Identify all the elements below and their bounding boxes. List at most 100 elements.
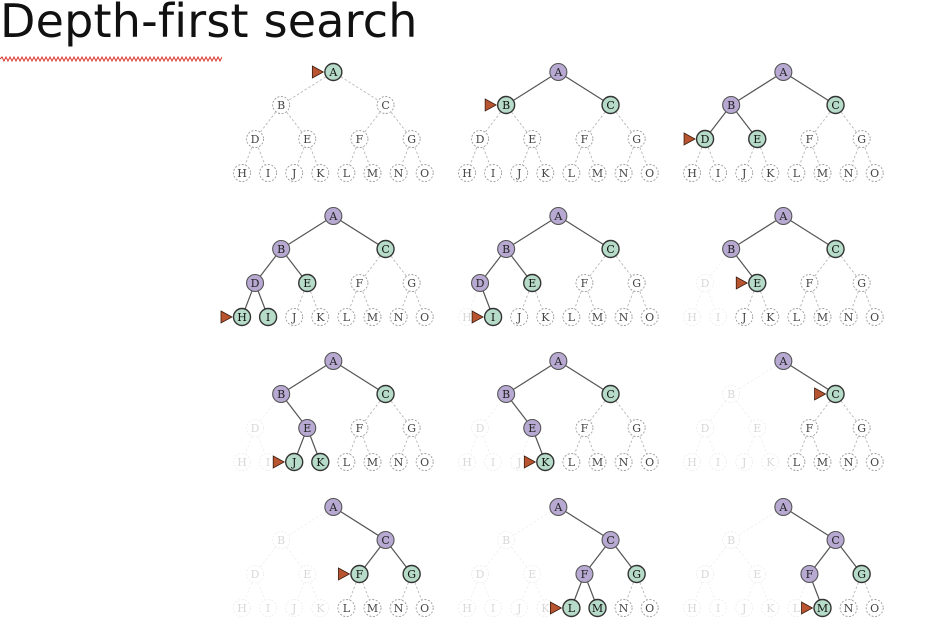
tree-node-label: N xyxy=(394,602,404,615)
tree-node xyxy=(627,419,646,437)
tree-node xyxy=(272,384,291,404)
tree-node-label: N xyxy=(844,456,854,469)
tree-node xyxy=(735,164,754,182)
tree-node xyxy=(458,453,476,471)
tree-node-label: O xyxy=(870,602,879,615)
tree-node-label: F xyxy=(806,277,814,290)
tree-node-label: C xyxy=(606,388,614,401)
tree-node-label: E xyxy=(528,568,536,581)
tree-node-label: J xyxy=(741,311,746,324)
dfs-step-5: A B C D E F G H I J K L M N O xyxy=(458,206,659,327)
tree-node xyxy=(523,565,542,583)
tree-node-label: M xyxy=(367,167,378,180)
tree-node xyxy=(575,564,594,584)
tree-node xyxy=(562,164,581,182)
tree-node xyxy=(761,453,780,471)
tree-node xyxy=(549,206,568,226)
tree-node xyxy=(852,274,871,292)
tree-edge xyxy=(505,360,559,395)
tree-node-label: I xyxy=(491,311,495,324)
tree-node-label: A xyxy=(778,355,788,368)
tree-node xyxy=(259,599,278,617)
tree-node-label: H xyxy=(687,167,697,180)
tree-node xyxy=(233,453,251,471)
tree-node-label: J xyxy=(516,311,521,324)
tree-node xyxy=(523,273,542,293)
tree-node xyxy=(722,239,741,259)
tree-node-label: N xyxy=(394,311,404,324)
tree-node xyxy=(852,130,871,148)
tree-node-label: C xyxy=(381,388,389,401)
tree-node-label: I xyxy=(716,311,720,324)
tree-node-label: F xyxy=(581,133,589,146)
tree-node-label: G xyxy=(632,568,641,581)
tree-node xyxy=(800,130,819,148)
tree-edge xyxy=(730,71,784,106)
tree-node xyxy=(363,164,382,182)
current-node-pointer xyxy=(550,601,563,615)
page-title: Depth-first search xyxy=(0,0,418,48)
tree-edge xyxy=(558,506,611,541)
tree-node-label: I xyxy=(491,602,495,615)
tree-node-label: D xyxy=(476,133,485,146)
tree-node xyxy=(748,273,767,293)
tree-node-label: B xyxy=(277,534,285,547)
tree-node xyxy=(298,273,317,293)
tree-node-label: N xyxy=(394,167,404,180)
tree-node-label: C xyxy=(606,99,614,112)
tree-node xyxy=(311,452,330,472)
tree-node-label: D xyxy=(251,133,260,146)
tree-node xyxy=(415,308,434,326)
tree-node-label: N xyxy=(844,167,854,180)
tree-node xyxy=(232,307,252,327)
tree-node xyxy=(601,530,620,550)
tree-node-label: C xyxy=(381,243,389,256)
tree-node-label: F xyxy=(356,277,364,290)
tree-node-label: O xyxy=(645,456,654,469)
tree-node-label: O xyxy=(870,456,879,469)
tree-node-label: E xyxy=(528,277,536,290)
tree-node xyxy=(722,385,741,403)
tree-node-label: H xyxy=(237,456,247,469)
tree-node xyxy=(683,308,701,326)
dfs-step-10: A B C D E F G H I J K L M N O xyxy=(233,497,434,617)
dfs-step-4: A B C D E F G H I J K L M N O xyxy=(220,206,434,327)
tree-node-label: G xyxy=(407,277,416,290)
tree-node xyxy=(363,308,382,326)
tree-node xyxy=(839,453,858,471)
tree-node-label: D xyxy=(701,422,710,435)
tree-node xyxy=(865,599,884,617)
tree-node-label: N xyxy=(394,456,404,469)
tree-node-label: N xyxy=(619,456,629,469)
tree-node xyxy=(497,531,516,549)
tree-node-label: I xyxy=(491,456,495,469)
tree-node xyxy=(627,130,646,148)
tree-node xyxy=(497,239,516,259)
tree-node xyxy=(575,419,594,437)
tree-node-label: K xyxy=(766,167,775,180)
tree-node-label: C xyxy=(831,534,839,547)
tree-node-label: L xyxy=(793,602,801,615)
tree-node xyxy=(523,418,542,438)
tree-node-label: C xyxy=(831,99,839,112)
tree-node-label: E xyxy=(528,133,536,146)
tree-node-label: J xyxy=(516,167,521,180)
current-node-pointer xyxy=(814,387,827,401)
tree-node-label: J xyxy=(516,602,521,615)
tree-node-label: K xyxy=(541,167,550,180)
tree-node-label: F xyxy=(806,568,814,581)
tree-node xyxy=(415,164,434,182)
tree-node xyxy=(614,308,633,326)
tree-edge xyxy=(333,360,386,395)
tree-node xyxy=(258,307,278,327)
tree-node-label: J xyxy=(291,456,296,469)
tree-node-label: G xyxy=(407,568,416,581)
tree-node xyxy=(389,453,408,471)
tree-node xyxy=(800,274,819,292)
dfs-step-2: A B C D E F G H I J K L M N O xyxy=(458,62,659,182)
tree-node-label: E xyxy=(303,277,311,290)
tree-node xyxy=(389,599,408,617)
tree-node xyxy=(601,239,620,259)
tree-node-label: I xyxy=(266,456,270,469)
